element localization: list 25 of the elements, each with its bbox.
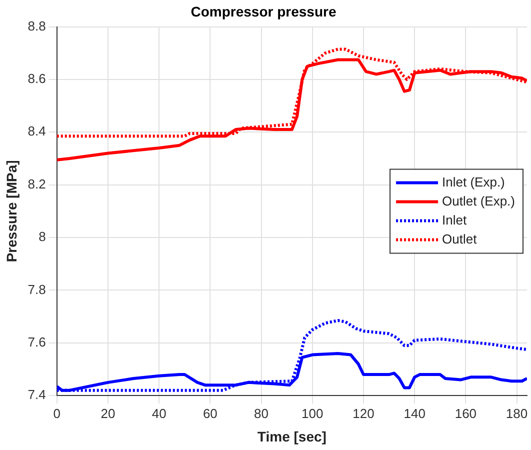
y-tick-label: 8.2 bbox=[28, 176, 46, 192]
x-tick-label: 140 bbox=[404, 406, 426, 421]
legend-label: Outlet bbox=[442, 231, 478, 246]
legend-label: Inlet (Exp.) bbox=[442, 174, 505, 190]
x-tick-label: 100 bbox=[302, 406, 324, 421]
y-tick-label: 7.4 bbox=[28, 387, 46, 402]
x-tick-label: 160 bbox=[454, 406, 477, 421]
x-tick-label: 20 bbox=[100, 406, 116, 421]
legend-label: Inlet bbox=[442, 212, 467, 228]
y-axis-title: Pressure [MPa] bbox=[3, 160, 20, 262]
x-tick-label: 120 bbox=[352, 406, 374, 421]
legend-label: Outlet (Exp.) bbox=[442, 193, 515, 208]
y-tick-label: 7.8 bbox=[28, 282, 46, 297]
x-tick-label: 60 bbox=[202, 406, 218, 421]
x-tick-label: 40 bbox=[152, 406, 166, 421]
x-axis-title: Time [sec] bbox=[257, 428, 326, 444]
x-tick-label: 80 bbox=[254, 406, 269, 421]
y-tick-label: 8.8 bbox=[28, 18, 46, 34]
chart-title: Compressor pressure bbox=[190, 3, 336, 20]
y-tick-label: 7.6 bbox=[28, 334, 46, 350]
y-tick-label: 8 bbox=[38, 229, 46, 244]
x-tick-label: 0 bbox=[53, 406, 60, 421]
y-tick-label: 8.6 bbox=[28, 71, 46, 86]
y-tick-label: 8.4 bbox=[28, 124, 46, 139]
x-tick-label: 180 bbox=[506, 406, 528, 421]
